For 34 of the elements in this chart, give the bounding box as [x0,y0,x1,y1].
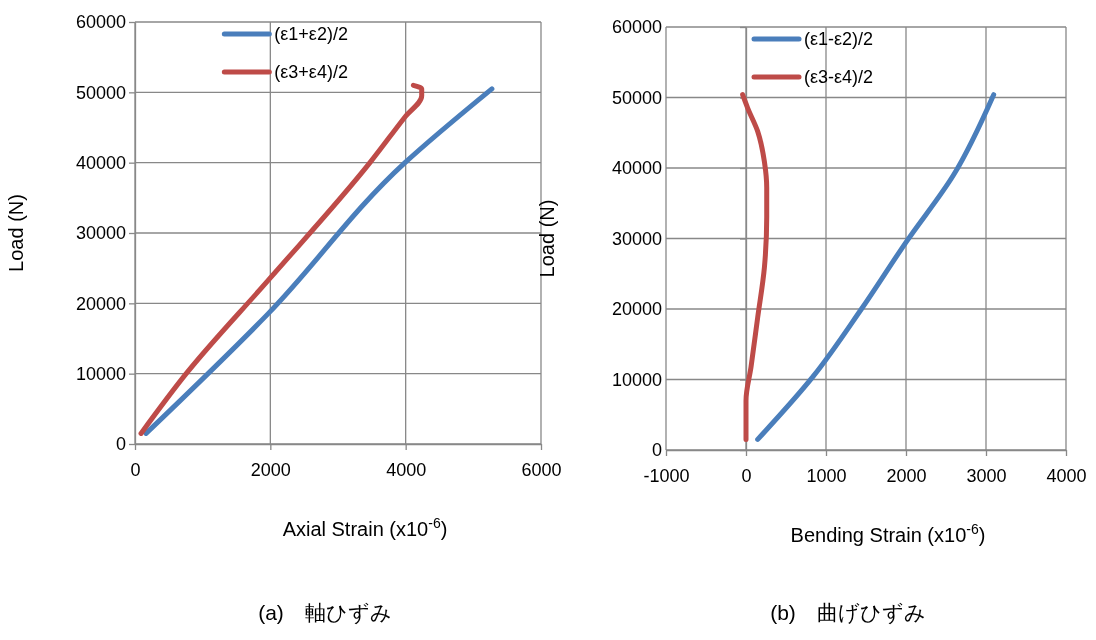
y-tick-label: 40000 [75,152,126,173]
y-tick-label: 20000 [611,299,662,320]
y-tick-label: 10000 [611,369,662,390]
y-tick-label: 0 [115,434,126,455]
x-tick-label: 2000 [886,466,927,487]
legend-label: (ε1-ε2)/2 [804,29,874,49]
x-tick-label: 6000 [521,460,562,481]
y-tick-label: 50000 [75,82,126,103]
y-axis-title: Load (N) [5,194,27,272]
y-tick-label: 40000 [611,158,662,179]
legend-label: (ε3+ε4)/2 [274,62,348,82]
x-tick-label: 0 [130,460,141,481]
x-tick-label: 3000 [966,466,1007,487]
y-tick-label: 10000 [75,363,126,384]
y-tick-label: 20000 [75,293,126,314]
y-tick-label: 50000 [611,87,662,108]
y-tick-label: 60000 [611,17,662,38]
x-tick-label: -1000 [643,466,690,487]
x-axis-title: Bending Strain (x10$^{-6}$) [790,521,986,546]
x-tick-label: 4000 [386,460,427,481]
x-tick-label: 1000 [806,466,847,487]
legend-label: (ε1+ε2)/2 [274,24,348,44]
legend-label: (ε3-ε4)/2 [804,67,874,87]
x-tick-label: 4000 [1046,466,1087,487]
text: (b) 曲げひずみ [770,601,926,625]
x-tick-label: 2000 [250,460,291,481]
x-axis-title: Axial Strain (x10$^{-6}$) [282,515,448,540]
y-tick-label: 30000 [611,228,662,249]
text: (a) 軸ひずみ [258,601,392,625]
y-tick-label: 30000 [75,223,126,244]
x-tick-label: 0 [741,466,752,487]
y-tick-label: 60000 [75,12,126,33]
y-tick-label: 0 [651,440,662,461]
y-axis-title: Load (N) [536,199,558,278]
